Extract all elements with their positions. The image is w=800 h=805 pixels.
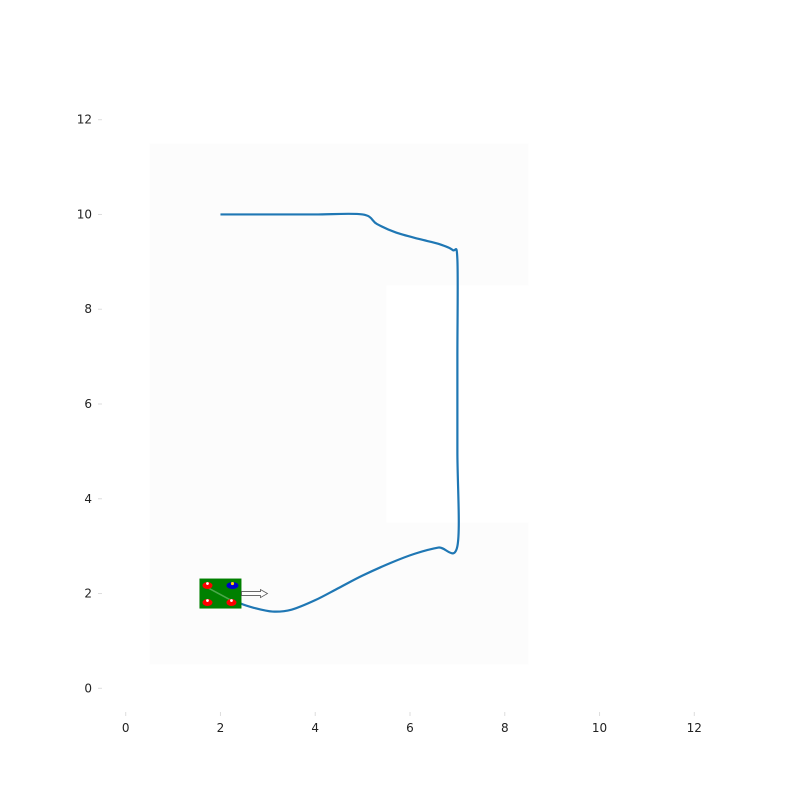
robot-wheel-3 [226, 599, 237, 607]
x-tick-label: 4 [311, 721, 319, 735]
y-tick-label: 2 [84, 587, 92, 601]
background-region-2 [149, 285, 387, 523]
robot-wheel-2 [202, 599, 213, 607]
background-regions [149, 143, 529, 665]
robot-wheel-1 [202, 582, 213, 590]
robot-sensor-dot [230, 581, 235, 586]
robot-marker [199, 578, 269, 609]
robot-sensor [226, 582, 239, 590]
x-tick-label: 10 [592, 721, 607, 735]
y-tick-label: 0 [84, 681, 92, 695]
y-tick-label: 6 [84, 397, 92, 411]
x-tick-label: 12 [687, 721, 702, 735]
robot-body-stripe [207, 586, 234, 603]
y-tick-label: 4 [84, 492, 92, 506]
heading-arrow [241, 588, 269, 599]
x-tick-label: 2 [217, 721, 225, 735]
robot-wheel-dot-1 [206, 582, 209, 585]
y-tick-label: 10 [77, 207, 92, 221]
robot-group [199, 578, 269, 609]
robot-wheel-dot-3 [230, 599, 233, 602]
x-tick-label: 6 [406, 721, 414, 735]
trajectory-series [219, 212, 460, 613]
y-tick-label: 8 [84, 302, 92, 316]
axes: 0 2 4 6 8 10 12 0 2 4 6 8 10 12 [77, 113, 702, 735]
x-tick-label: 0 [122, 721, 130, 735]
x-tick-label: 8 [501, 721, 509, 735]
y-tick-label: 12 [77, 113, 92, 127]
robot-wheel-dot-2 [206, 599, 209, 602]
series-line-1 [219, 212, 460, 613]
